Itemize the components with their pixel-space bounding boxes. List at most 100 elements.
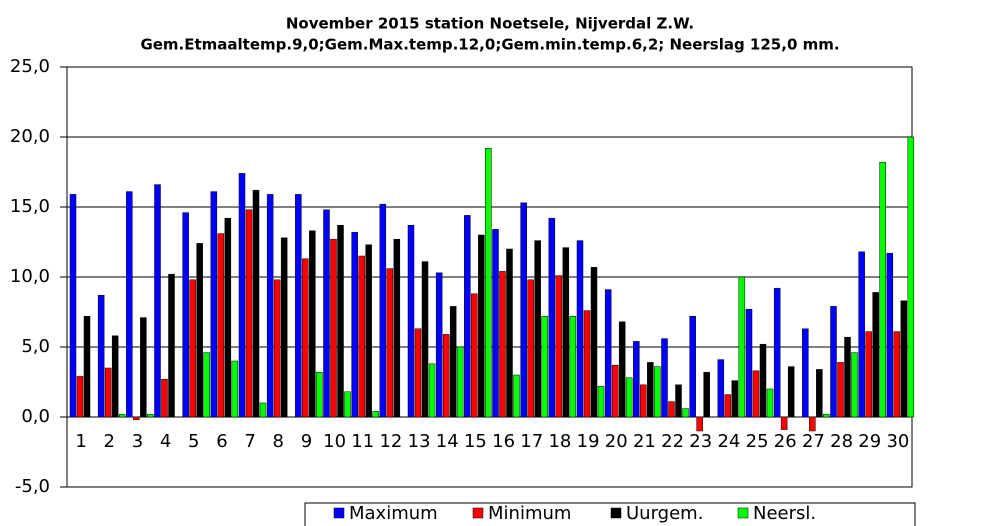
legend-label: Neersl. bbox=[753, 503, 816, 524]
bar bbox=[280, 237, 288, 418]
bar bbox=[168, 273, 175, 418]
chart-title: November 2015 station Noetsele, Nijverda… bbox=[286, 15, 694, 33]
bar bbox=[330, 238, 337, 418]
bar bbox=[583, 310, 591, 418]
bar bbox=[414, 328, 422, 418]
bar bbox=[393, 238, 401, 418]
x-tick-label: 3 bbox=[132, 431, 143, 452]
bar bbox=[182, 212, 189, 418]
legend-swatch bbox=[610, 507, 622, 519]
x-tick-label: 9 bbox=[301, 431, 312, 452]
bar bbox=[633, 341, 640, 418]
x-tick-label: 10 bbox=[323, 431, 346, 452]
bar bbox=[682, 408, 689, 418]
bar bbox=[428, 363, 436, 418]
bar bbox=[787, 366, 795, 418]
bar bbox=[597, 385, 605, 418]
bar bbox=[752, 370, 760, 418]
bar bbox=[161, 378, 168, 418]
x-tick-label: 14 bbox=[436, 431, 459, 452]
bar bbox=[618, 321, 626, 418]
bar bbox=[203, 352, 210, 418]
bar bbox=[738, 276, 746, 418]
bar bbox=[696, 416, 703, 432]
bar bbox=[759, 343, 767, 418]
bar bbox=[97, 294, 105, 418]
x-tick-label: 15 bbox=[464, 431, 487, 452]
bar bbox=[435, 272, 443, 418]
chart-subtitle: Gem.Etmaaltemp.9,0;Gem.Max.temp.12,0;Gem… bbox=[140, 36, 839, 54]
bar bbox=[492, 229, 499, 418]
bar bbox=[323, 209, 330, 418]
bar bbox=[555, 275, 563, 418]
x-tick-label: 18 bbox=[548, 431, 571, 452]
x-tick-label: 2 bbox=[104, 431, 115, 452]
bar bbox=[604, 289, 612, 418]
x-tick-label: 26 bbox=[774, 431, 797, 452]
bar bbox=[140, 317, 147, 418]
bar bbox=[83, 315, 91, 418]
bar bbox=[576, 240, 584, 418]
bar bbox=[731, 380, 739, 418]
x-tick-label: 21 bbox=[633, 431, 656, 452]
bar bbox=[668, 401, 675, 418]
bar bbox=[471, 293, 478, 418]
x-tick-label: 20 bbox=[605, 431, 628, 452]
bar bbox=[879, 161, 886, 418]
x-tick-label: 17 bbox=[520, 431, 543, 452]
x-tick-label: 4 bbox=[160, 431, 171, 452]
bar bbox=[104, 367, 112, 418]
x-tick-label: 5 bbox=[188, 431, 199, 452]
bar bbox=[478, 234, 485, 418]
bar bbox=[154, 184, 161, 418]
bar bbox=[273, 279, 281, 418]
bar bbox=[780, 416, 788, 430]
bar bbox=[499, 271, 506, 418]
bar bbox=[456, 346, 464, 418]
bar bbox=[802, 328, 809, 418]
x-tick-label: 22 bbox=[661, 431, 684, 452]
bar bbox=[513, 374, 520, 418]
x-tick-label: 19 bbox=[577, 431, 600, 452]
bar bbox=[647, 362, 654, 418]
bar bbox=[724, 394, 732, 418]
bar bbox=[809, 416, 816, 432]
bar bbox=[611, 364, 619, 418]
bar bbox=[302, 258, 309, 418]
bar bbox=[344, 391, 351, 418]
bar bbox=[851, 352, 858, 418]
bar bbox=[126, 191, 133, 418]
legend-label: Maximum bbox=[349, 503, 438, 524]
y-tick-label: 15,0 bbox=[10, 196, 50, 217]
x-tick-label: 11 bbox=[351, 431, 374, 452]
bar bbox=[259, 402, 267, 418]
y-tick-label: -5,0 bbox=[15, 476, 50, 497]
bar bbox=[816, 369, 823, 418]
bar bbox=[316, 371, 323, 418]
y-tick-label: 25,0 bbox=[10, 56, 50, 77]
legend-swatch bbox=[472, 507, 484, 519]
bar bbox=[337, 224, 344, 418]
bar bbox=[485, 147, 492, 418]
y-tick-label: 0,0 bbox=[21, 406, 50, 427]
bar bbox=[252, 189, 260, 418]
x-tick-label: 7 bbox=[244, 431, 255, 452]
x-tick-label: 24 bbox=[717, 431, 740, 452]
x-tick-label: 13 bbox=[408, 431, 431, 452]
x-tick-label: 29 bbox=[858, 431, 881, 452]
y-tick-label: 20,0 bbox=[10, 126, 50, 147]
bar bbox=[231, 360, 239, 418]
bar bbox=[689, 315, 696, 418]
bar bbox=[189, 279, 196, 418]
bar bbox=[506, 248, 513, 418]
bar bbox=[386, 268, 394, 418]
bar bbox=[217, 233, 225, 418]
legend-label: Minimum bbox=[488, 503, 571, 524]
bar bbox=[675, 384, 682, 418]
bar bbox=[844, 336, 851, 418]
x-tick-label: 30 bbox=[886, 431, 909, 452]
x-tick-label: 8 bbox=[273, 431, 284, 452]
bar bbox=[147, 413, 154, 418]
